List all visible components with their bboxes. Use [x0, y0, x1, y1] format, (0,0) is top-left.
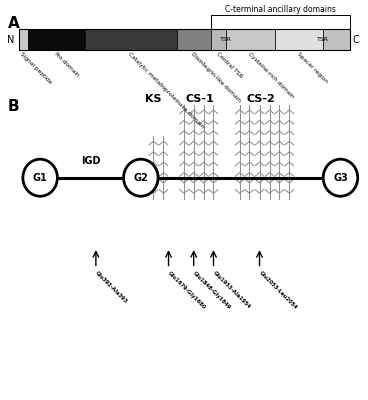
- Text: G3: G3: [333, 173, 348, 183]
- Circle shape: [23, 159, 57, 196]
- Bar: [226, 29, 275, 50]
- Circle shape: [124, 159, 158, 196]
- Text: G2: G2: [134, 173, 148, 183]
- Text: C-terminal ancillary domains: C-terminal ancillary domains: [225, 5, 336, 14]
- Bar: [323, 29, 350, 50]
- Text: Glu1953-Ala1954: Glu1953-Ala1954: [212, 270, 251, 310]
- Bar: [275, 29, 323, 50]
- Text: TSR: TSR: [220, 37, 232, 42]
- Text: Glu392-Ala393: Glu392-Ala393: [94, 270, 128, 304]
- Bar: [211, 29, 226, 50]
- Bar: [18, 29, 28, 50]
- Text: Glu1848-Gly1849: Glu1848-Gly1849: [192, 270, 232, 310]
- Text: CS-2: CS-2: [247, 94, 276, 104]
- Text: KS: KS: [145, 94, 162, 104]
- Text: Central TSR: Central TSR: [215, 52, 243, 80]
- Bar: [18, 29, 350, 50]
- Text: Glu2053-Leu2054: Glu2053-Leu2054: [258, 270, 298, 310]
- Text: Glu1679-Gly1680: Glu1679-Gly1680: [167, 270, 207, 310]
- Bar: [177, 29, 211, 50]
- Bar: [85, 29, 177, 50]
- Text: N: N: [7, 35, 14, 45]
- Text: Catalytic metalloproteinase domain: Catalytic metalloproteinase domain: [127, 52, 205, 130]
- Circle shape: [323, 159, 358, 196]
- Text: C: C: [353, 35, 359, 45]
- Text: CS-1: CS-1: [186, 94, 215, 104]
- Text: Signal peptide: Signal peptide: [20, 52, 53, 85]
- Text: Cysteine-rich domain: Cysteine-rich domain: [247, 52, 295, 99]
- Text: Disintegrin-like domain: Disintegrin-like domain: [190, 52, 242, 103]
- Text: IGD: IGD: [81, 156, 100, 166]
- Text: TSR: TSR: [317, 37, 329, 42]
- Text: A: A: [8, 16, 20, 30]
- Text: G1: G1: [33, 173, 47, 183]
- Text: Spacer region: Spacer region: [296, 52, 328, 84]
- Text: B: B: [8, 98, 20, 114]
- Text: Pro-domain: Pro-domain: [53, 52, 80, 79]
- Bar: [28, 29, 85, 50]
